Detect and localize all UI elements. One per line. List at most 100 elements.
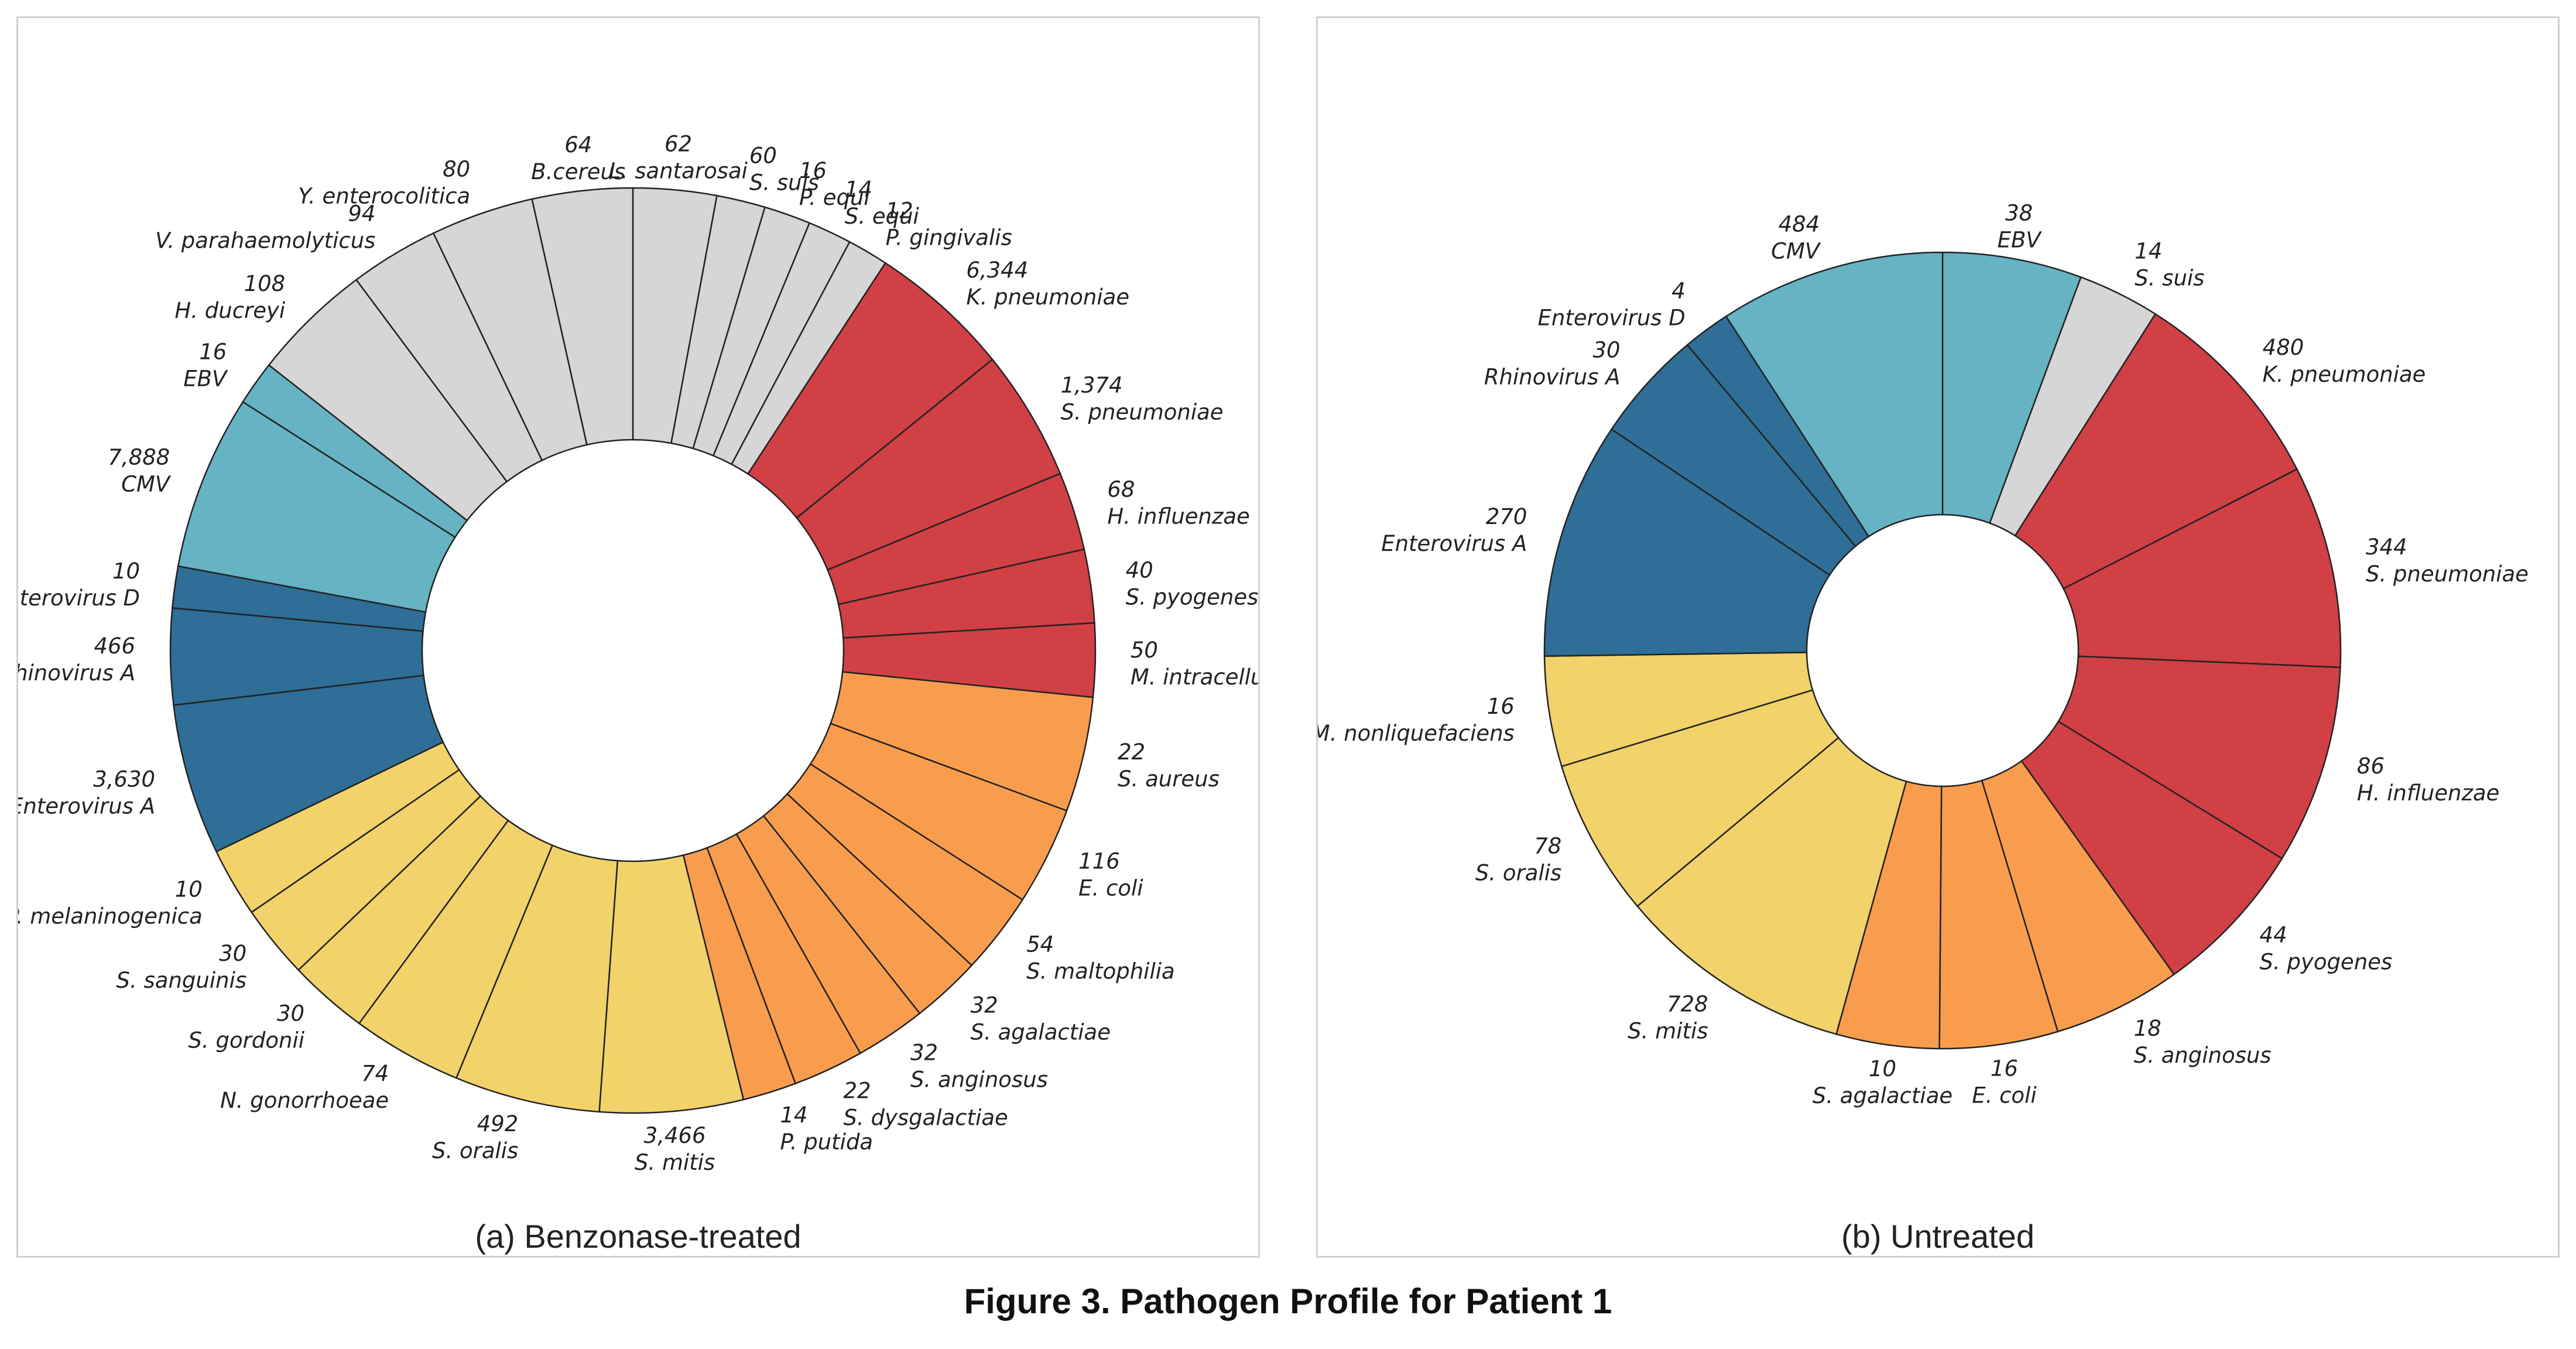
slice-value-label: 344 bbox=[2366, 535, 2407, 560]
slice-label-s-pyogenes: 44S. pyogenes bbox=[2259, 922, 2392, 974]
slice-name-label: H. influenzae bbox=[1107, 504, 1250, 529]
slice-name-label: L. santarosai bbox=[609, 159, 748, 184]
slice-label-s-equi: 14S. equi bbox=[845, 177, 920, 229]
slice-name-label: S. equi bbox=[845, 204, 920, 229]
slice-label-s-oralis: 78S. oralis bbox=[1475, 833, 1561, 885]
slice-value-label: 86 bbox=[2357, 754, 2385, 779]
slice-name-label: S. oralis bbox=[432, 1138, 518, 1163]
slice-name-label: M. nonliquefaciens bbox=[1318, 721, 1515, 746]
slice-name-label: Rhinovirus A bbox=[18, 660, 135, 686]
slice-value-label: 44 bbox=[2259, 922, 2287, 947]
panel-caption-benzonase: (a) Benzonase-treated bbox=[475, 1218, 801, 1255]
donut-slice-s-pyogenes bbox=[2020, 720, 2283, 975]
slice-name-label: S. sanguinis bbox=[117, 968, 247, 993]
slice-label-s-anginosus: 18S. anginosus bbox=[2134, 1016, 2272, 1068]
slice-label-b-cereus: 64B.cereus bbox=[531, 132, 625, 184]
slice-name-label: E. coli bbox=[1972, 1083, 2037, 1108]
slice-value-label: 40 bbox=[1126, 557, 1153, 583]
slice-value-label: 270 bbox=[1486, 504, 1527, 529]
slice-value-label: 14 bbox=[845, 177, 872, 202]
slice-value-label: 30 bbox=[277, 1001, 304, 1026]
slice-name-label: H. influenzae bbox=[2357, 780, 2500, 806]
slice-name-label: Y. enterocolitica bbox=[298, 184, 470, 209]
slice-value-label: 62 bbox=[664, 132, 692, 157]
slice-name-label: B.cereus bbox=[531, 159, 625, 184]
slice-value-label: 30 bbox=[219, 941, 246, 966]
slice-name-label: P. melaninogenica bbox=[18, 904, 203, 929]
donut-slice-k-pneumoniae bbox=[2014, 313, 2298, 590]
slice-value-label: 80 bbox=[443, 157, 470, 182]
slice-label-e-coli: 16E. coli bbox=[1972, 1056, 2037, 1108]
slice-name-label: S. aureus bbox=[1118, 766, 1220, 792]
slice-name-label: Enterovirus A bbox=[18, 793, 155, 819]
slice-label-n-gonorrhoeae: 74N. gonorrhoeae bbox=[220, 1061, 389, 1113]
slice-label-s-dysgalactiae: 22S. dysgalactiae bbox=[843, 1078, 1008, 1130]
slice-value-label: 116 bbox=[1078, 848, 1120, 874]
slice-name-label: E. coli bbox=[1078, 875, 1143, 901]
slice-value-label: 74 bbox=[361, 1061, 389, 1086]
slice-name-label: Enterovirus A bbox=[1381, 531, 1527, 556]
slice-label-p-equi: 16P. equi bbox=[799, 158, 870, 210]
slice-label-m-intracellulare: 50M. intracellulare bbox=[1131, 638, 1258, 690]
slice-value-label: 480 bbox=[2263, 335, 2304, 360]
slice-value-label: 14 bbox=[780, 1103, 807, 1128]
slice-name-label: S. mitis bbox=[1628, 1018, 1708, 1043]
slice-name-label: H. ducreyi bbox=[174, 298, 285, 323]
slice-value-label: 12 bbox=[886, 198, 913, 224]
donut-slice-h-influenzae bbox=[2057, 655, 2341, 860]
donut-slice-b-cereus bbox=[531, 187, 634, 446]
panel-caption-untreated: (b) Untreated bbox=[1841, 1218, 2034, 1255]
slice-name-label: S. anginosus bbox=[910, 1067, 1048, 1093]
slice-name-label: S. maltophilia bbox=[1026, 958, 1175, 984]
slice-value-label: 10 bbox=[1869, 1056, 1896, 1081]
slice-value-label: 18 bbox=[2134, 1016, 2161, 1041]
donut-slice-ebv bbox=[1941, 251, 2082, 525]
slice-label-s-gordonii: 30S. gordonii bbox=[189, 1001, 305, 1053]
slice-name-label: CMV bbox=[121, 471, 172, 497]
slice-value-label: 10 bbox=[175, 877, 203, 902]
slice-value-label: 22 bbox=[1118, 739, 1145, 765]
figure-title: Figure 3. Pathogen Profile for Patient 1 bbox=[964, 1282, 1612, 1321]
slice-name-label: K. pneumoniae bbox=[966, 285, 1129, 310]
donut-slice-s-oralis bbox=[1560, 689, 1839, 908]
slice-label-h-influenzae: 86H. influenzae bbox=[2357, 754, 2500, 806]
slice-name-label: Enterovirus D bbox=[18, 586, 140, 611]
slice-name-label: S. pyogenes bbox=[1126, 584, 1258, 610]
slice-value-label: 54 bbox=[1026, 932, 1054, 957]
slice-label-p-melaninogenica: 10P. melaninogenica bbox=[18, 877, 203, 929]
slice-value-label: 3,630 bbox=[93, 766, 155, 792]
slice-label-m-nonliquefaciens: 16M. nonliquefaciens bbox=[1318, 694, 1515, 746]
slice-value-label: 16 bbox=[1991, 1056, 2018, 1081]
donut-slice-s-pneumoniae bbox=[2062, 468, 2342, 669]
slice-value-label: 7,888 bbox=[108, 444, 170, 470]
chart-panel-untreated: 38 EBV 14 S. suis 480 K. pneumoniae 344 S. pneu… bbox=[1316, 16, 2560, 1258]
slice-label-p-putida: 14P. putida bbox=[780, 1103, 873, 1155]
slice-name-label: K. pneumoniae bbox=[2263, 362, 2426, 387]
slice-value-label: 94 bbox=[348, 201, 375, 226]
slice-value-label: 50 bbox=[1131, 638, 1158, 663]
donut-slice-s-anginosus bbox=[1981, 760, 2176, 1033]
donut-slice-cmv bbox=[1725, 251, 1944, 538]
slice-value-label: 64 bbox=[564, 132, 592, 158]
slice-value-label: 1,374 bbox=[1061, 373, 1123, 398]
slice-name-label: S. dysgalactiae bbox=[843, 1105, 1008, 1130]
slice-name-label: P. equi bbox=[799, 185, 870, 210]
slice-value-label: 16 bbox=[199, 340, 227, 365]
slice-name-label: S. mitis bbox=[635, 1150, 715, 1175]
slice-label-s-sanguinis: 30S. sanguinis bbox=[117, 941, 247, 993]
slice-value-label: 32 bbox=[910, 1040, 938, 1066]
slice-label-s-agalactiae: 32S. agalactiae bbox=[971, 993, 1111, 1045]
